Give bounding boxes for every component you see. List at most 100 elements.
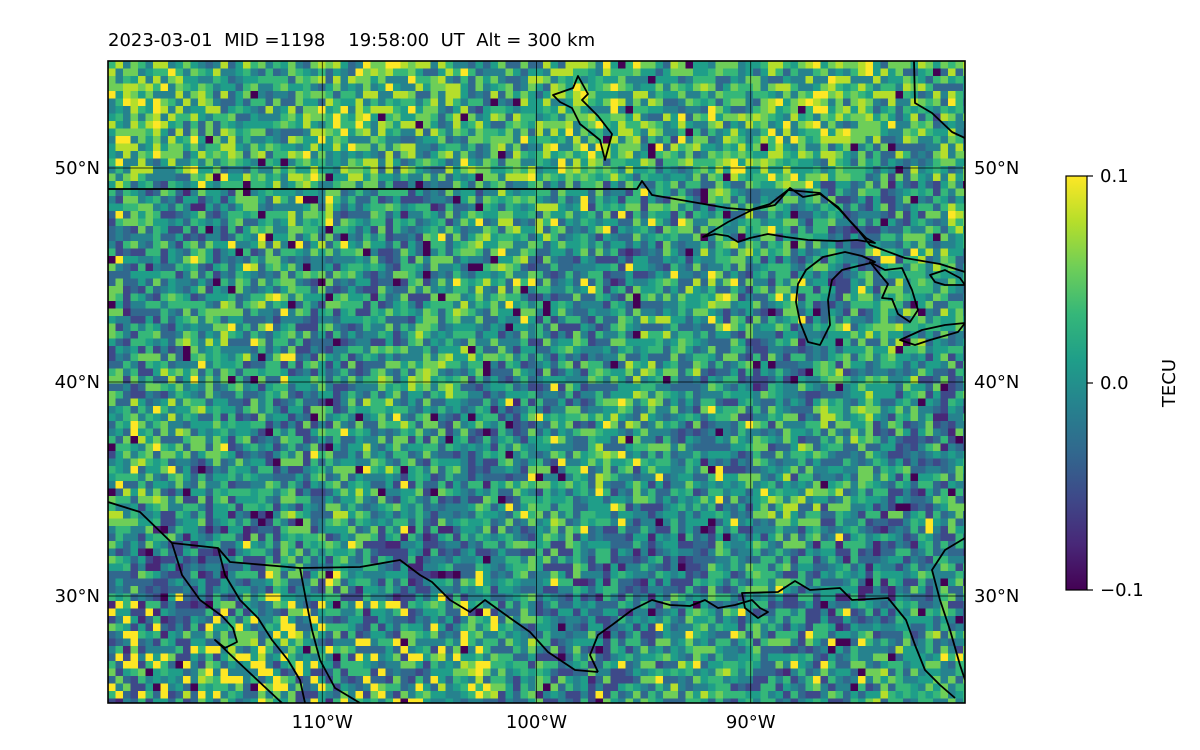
tec-cell: [933, 233, 941, 242]
tec-cell: [730, 188, 739, 197]
tec-cell: [603, 113, 611, 122]
tec-cell: [580, 308, 589, 317]
tec-cell: [640, 323, 649, 332]
tec-cell: [153, 181, 161, 189]
tec-cell: [430, 98, 439, 107]
tec-cell: [940, 218, 949, 227]
tec-cell: [558, 188, 566, 197]
tec-cell: [813, 181, 821, 189]
tec-cell: [475, 338, 484, 347]
tec-cell: [325, 83, 334, 92]
tec-cell: [603, 181, 611, 189]
tec-cell: [483, 106, 491, 114]
tec-cell: [625, 61, 634, 69]
tec-cell: [243, 323, 251, 332]
tec-cell: [190, 248, 199, 257]
tec-cell: [798, 346, 806, 354]
tec-cell: [783, 353, 791, 362]
tec-cell: [895, 293, 904, 302]
tec-cell: [438, 121, 446, 129]
tec-cell: [303, 61, 311, 69]
tec-cell: [453, 83, 461, 92]
tec-cell: [588, 76, 596, 84]
tec-cell: [738, 76, 746, 84]
tec-cell: [738, 143, 746, 152]
tec-cell: [408, 203, 416, 212]
tec-cell: [115, 143, 124, 152]
tec-cell: [385, 376, 394, 384]
tec-cell: [595, 196, 604, 204]
tec-cell: [520, 158, 529, 167]
tec-cell: [760, 106, 769, 114]
tec-cell: [955, 151, 964, 159]
tec-cell: [370, 256, 379, 264]
tec-cell: [955, 68, 964, 77]
tec-cell: [333, 158, 341, 167]
tec-cell: [955, 331, 964, 339]
tec-cell: [850, 241, 859, 249]
tec-cell: [153, 301, 161, 309]
tec-cell: [205, 91, 214, 99]
tec-cell: [175, 263, 184, 272]
tec-cell: [235, 151, 244, 159]
tec-cell: [310, 136, 319, 144]
tec-cell: [625, 338, 634, 347]
tec-cell: [175, 241, 184, 249]
tec-cell: [153, 188, 161, 197]
tec-cell: [918, 166, 926, 174]
tec-cell: [153, 136, 161, 144]
tec-cell: [625, 301, 634, 309]
tec-cell: [843, 293, 851, 302]
tec-cell: [258, 256, 266, 264]
tec-cell: [265, 91, 274, 99]
tec-cell: [730, 376, 739, 384]
tec-cell: [843, 136, 851, 144]
tec-cell: [408, 106, 416, 114]
tec-cell: [513, 211, 521, 219]
tec-cell: [880, 151, 889, 159]
tec-cell: [685, 136, 694, 144]
tec-cell: [228, 128, 236, 137]
tec-cell: [580, 136, 589, 144]
tec-cell: [618, 91, 626, 99]
tec-cell: [903, 91, 911, 99]
tec-cell: [603, 241, 611, 249]
tec-cell: [573, 241, 581, 249]
tec-cell: [753, 293, 761, 302]
tec-cell: [618, 271, 626, 279]
tec-cell: [340, 376, 349, 384]
tec-cell: [138, 383, 146, 392]
tec-cell: [378, 128, 386, 137]
tec-cell: [775, 136, 784, 144]
tec-cell: [303, 158, 311, 167]
tec-cell: [295, 106, 304, 114]
tec-cell: [715, 263, 724, 272]
tec-cell: [843, 113, 851, 122]
tec-cell: [543, 233, 551, 242]
tec-cell: [715, 323, 724, 332]
tec-cell: [108, 166, 116, 174]
tec-cell: [655, 143, 664, 152]
tec-cell: [175, 211, 184, 219]
tec-cell: [325, 301, 334, 309]
tec-cell: [880, 271, 889, 279]
tec-cell: [618, 211, 626, 219]
tec-cell: [640, 226, 649, 234]
tec-cell: [835, 181, 844, 189]
tec-cell: [790, 346, 799, 354]
tec-cell: [370, 136, 379, 144]
tec-cell: [423, 368, 431, 377]
tec-cell: [265, 128, 274, 137]
tec-cell: [288, 218, 296, 227]
tec-cell: [258, 271, 266, 279]
tec-cell: [948, 226, 956, 234]
tec-cell: [505, 91, 514, 99]
tec-cell: [835, 98, 844, 107]
tec-cell: [895, 361, 904, 369]
tec-cell: [715, 76, 724, 84]
tec-cell: [580, 113, 589, 122]
tec-cell: [258, 188, 266, 197]
tec-cell: [453, 136, 461, 144]
tec-cell: [550, 83, 559, 92]
tec-cell: [910, 346, 919, 354]
